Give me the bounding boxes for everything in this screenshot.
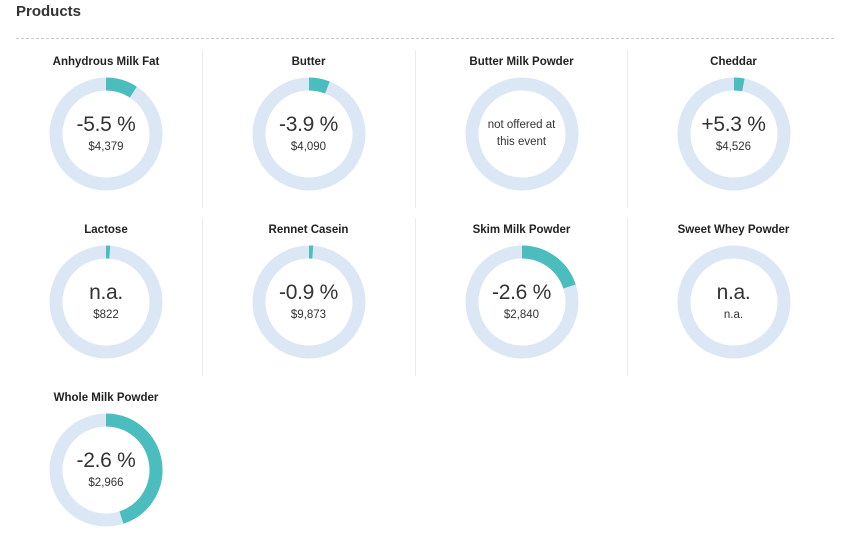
- ring-chart: [465, 77, 578, 191]
- product-name: Skim Milk Powder: [472, 224, 571, 236]
- section-title: Products: [16, 3, 82, 20]
- ring-chart: [677, 245, 790, 359]
- product-card-whole-milk-powder[interactable]: Whole Milk Powder -2.6 % $2,966: [0, 386, 212, 544]
- product-card-sweet-whey-powder[interactable]: Sweet Whey Powder n.a. n.a.: [627, 218, 839, 376]
- product-card-butter-milk-powder[interactable]: Butter Milk Powder not offered at this e…: [415, 50, 627, 208]
- product-ring: not offered at this event: [465, 77, 579, 191]
- product-ring: -0.9 % $9,873: [252, 245, 366, 359]
- product-ring: n.a. $822: [49, 245, 163, 359]
- product-ring: -2.6 % $2,840: [465, 245, 579, 359]
- ring-chart: [465, 245, 578, 359]
- price-change: +5.3 %: [701, 113, 766, 136]
- price-value: n.a.: [723, 309, 744, 321]
- product-ring: -3.9 % $4,090: [252, 77, 366, 191]
- price-value: $2,840: [503, 309, 540, 321]
- price-value: $9,873: [290, 309, 327, 321]
- ring-track: [677, 245, 790, 359]
- product-name: Whole Milk Powder: [53, 392, 159, 404]
- price-change: n.a.: [89, 281, 123, 304]
- product-card-butter[interactable]: Butter -3.9 % $4,090: [202, 50, 414, 208]
- ring-chart: [49, 413, 163, 527]
- ring-track: [465, 77, 578, 191]
- price-value: $4,379: [88, 141, 124, 153]
- ring-chart: [252, 245, 365, 359]
- price-change: -2.6 %: [76, 449, 136, 472]
- price-change: -0.9 %: [279, 281, 338, 304]
- product-name: Anhydrous Milk Fat: [52, 56, 160, 68]
- product-name: Cheddar: [710, 56, 757, 68]
- price-value: $4,090: [290, 141, 327, 153]
- ring-value-arc: [105, 77, 137, 98]
- ring-chart: [252, 77, 365, 191]
- price-change: -3.9 %: [279, 113, 338, 136]
- product-name: Sweet Whey Powder: [677, 224, 790, 236]
- product-name: Butter Milk Powder: [469, 56, 574, 68]
- price-value: $4,526: [715, 141, 752, 153]
- ring-value-arc: [308, 77, 330, 94]
- ring-value-arc: [521, 245, 576, 289]
- product-card-lactose[interactable]: Lactose n.a. $822: [0, 218, 212, 376]
- ring-value-arc: [733, 77, 745, 92]
- price-change: -2.6 %: [492, 281, 551, 304]
- product-ring: n.a. n.a.: [677, 245, 791, 359]
- product-name: Butter: [291, 56, 326, 68]
- product-ring: -2.6 % $2,966: [49, 413, 163, 527]
- product-card-anhydrous-milk-fat[interactable]: Anhydrous Milk Fat -5.5 % $4,379: [0, 50, 212, 208]
- ring-value-arc: [105, 413, 163, 524]
- product-card-skim-milk-powder[interactable]: Skim Milk Powder -2.6 % $2,840: [415, 218, 627, 376]
- section-divider: [16, 38, 834, 39]
- ring-chart: [49, 77, 163, 191]
- product-name: Rennet Casein: [268, 224, 349, 236]
- product-card-cheddar[interactable]: Cheddar +5.3 % $4,526: [627, 50, 839, 208]
- product-name: Lactose: [84, 224, 128, 236]
- price-value: $822: [93, 309, 119, 321]
- ring-chart: [49, 245, 163, 359]
- not-offered-note: not offered at this event: [487, 119, 556, 148]
- price-value: $2,966: [88, 477, 124, 489]
- product-ring: -5.5 % $4,379: [49, 77, 163, 191]
- product-card-rennet-casein[interactable]: Rennet Casein -0.9 % $9,873: [202, 218, 414, 376]
- ring-chart: [677, 77, 790, 191]
- price-change: n.a.: [716, 281, 751, 304]
- product-ring: +5.3 % $4,526: [677, 77, 791, 191]
- price-change: -5.5 %: [76, 113, 136, 136]
